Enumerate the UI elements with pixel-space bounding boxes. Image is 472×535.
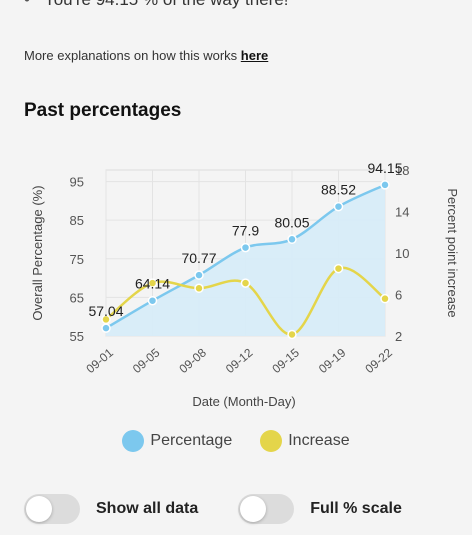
bullet-icon: • (24, 0, 30, 10)
data-label: 88.52 (321, 182, 356, 198)
point-increase (287, 329, 297, 340)
explanation-text: More explanations on how this works (24, 48, 238, 63)
point-increase (194, 283, 204, 294)
data-label: 70.77 (181, 250, 216, 266)
data-label: 80.05 (274, 214, 309, 230)
legend-increase-label: Increase (288, 432, 350, 449)
point-increase (147, 278, 158, 288)
legend-percentage-dot (122, 430, 145, 452)
show-all-data-switch[interactable] (24, 494, 80, 524)
y2-tick-label: 18 (395, 163, 409, 178)
point-percentage (333, 201, 344, 212)
legend-increase-dot (260, 430, 283, 452)
y2-tick-label: 2 (395, 329, 402, 344)
y-tick-label: 85 (70, 213, 84, 228)
x-tick-label: 09-12 (223, 345, 256, 376)
y-axis-title: Overall Percentage (%) (30, 185, 45, 320)
y2-axis-title: Percent point increase (445, 188, 460, 317)
section-title: Past percentages (24, 100, 182, 121)
point-percentage (101, 323, 111, 333)
point-increase (101, 314, 111, 325)
point-increase (333, 263, 344, 274)
explanation-line: More explanations on how this works here (24, 48, 268, 63)
legend-item-increase[interactable]: Increase (260, 430, 350, 452)
point-percentage (287, 234, 297, 245)
show-all-data-label: Show all data (96, 500, 199, 517)
toggle-bar: Show all data Full % scale (24, 494, 464, 524)
y2-tick-label: 10 (395, 246, 409, 261)
y-tick-label: 75 (70, 252, 84, 267)
area-percentage (106, 184, 385, 336)
x-tick-label: 09-08 (176, 345, 209, 376)
full-scale-switch[interactable] (238, 494, 295, 524)
x-tick-label: 09-19 (316, 345, 349, 376)
toggle-full-scale[interactable]: Full % scale (238, 494, 402, 524)
data-label: 94.15 (367, 160, 402, 176)
progress-status: • You're 94.15 % of the way there! (24, 0, 289, 10)
point-percentage (240, 242, 251, 253)
point-percentage (194, 270, 204, 280)
x-tick-label: 09-22 (362, 345, 395, 376)
y2-tick-label: 14 (395, 205, 409, 220)
switch-knob (240, 496, 267, 522)
point-increase (380, 293, 390, 304)
data-label: 64.14 (135, 276, 170, 292)
chart-legend: Percentage Increase (0, 430, 472, 452)
point-percentage (147, 295, 158, 306)
x-axis-title: Date (Month-Day) (192, 394, 295, 409)
explanation-link[interactable]: here (240, 48, 269, 63)
toggle-show-all-data[interactable]: Show all data (24, 494, 198, 524)
x-tick-label: 09-15 (269, 345, 302, 376)
past-percentages-chart: 55 65 75 85 95 2 6 10 14 18 09-01 09-05 09-08 09-12 09… (30, 160, 460, 409)
y2-tick-label: 6 (395, 288, 402, 303)
x-tick-label: 09-01 (83, 345, 116, 376)
y-tick-label: 65 (70, 290, 84, 305)
point-increase (240, 278, 251, 288)
progress-status-text: You're 94.15 % of the way there! (44, 0, 289, 9)
data-label: 57.04 (88, 303, 123, 319)
full-scale-label: Full % scale (310, 500, 402, 517)
y-tick-label: 55 (70, 329, 84, 344)
data-label: 77.9 (232, 223, 259, 239)
y-tick-label: 95 (70, 175, 84, 190)
point-percentage (380, 180, 390, 190)
switch-knob (26, 496, 52, 522)
legend-percentage-label: Percentage (150, 432, 233, 449)
legend-item-percentage[interactable]: Percentage (122, 430, 232, 452)
x-tick-label: 09-05 (130, 345, 163, 376)
